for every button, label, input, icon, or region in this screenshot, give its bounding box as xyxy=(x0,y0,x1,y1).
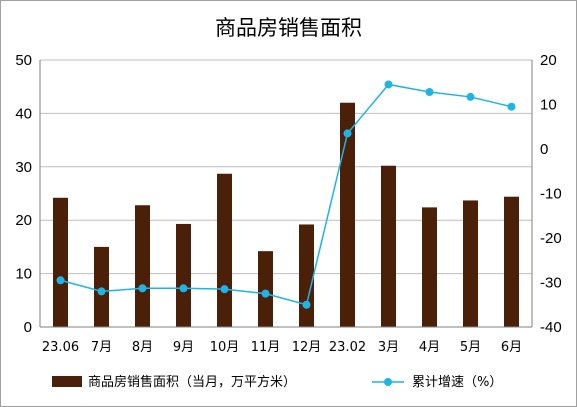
line-point xyxy=(466,92,475,101)
x-tick-label: 3月 xyxy=(378,340,399,355)
axes: 0 10 20 30 40 50 -40 -30 -20 -10 0 10 20 23.06 7月 8月 9月 1… xyxy=(15,52,561,355)
bar xyxy=(340,102,355,327)
line-point xyxy=(179,284,188,293)
bar xyxy=(422,207,437,327)
y-left-tick-label: 30 xyxy=(15,159,32,176)
bar xyxy=(463,200,478,327)
bar xyxy=(217,173,232,327)
line-point xyxy=(302,300,311,309)
legend-label-line: 累计增速（%） xyxy=(412,375,502,390)
bar xyxy=(176,223,191,327)
series-line xyxy=(60,83,512,306)
bar xyxy=(94,246,109,327)
y-left-tick-label: 10 xyxy=(15,266,32,283)
bar xyxy=(258,251,273,327)
y-right-tick-label: 0 xyxy=(540,141,548,158)
bar xyxy=(381,165,396,327)
line-series xyxy=(56,80,516,309)
line-point xyxy=(56,276,65,285)
y-left-tick-label: 50 xyxy=(15,52,32,69)
gridlines xyxy=(40,59,532,275)
y-left-tick-label: 20 xyxy=(15,212,32,229)
line-point xyxy=(97,287,106,296)
legend-swatch-bar xyxy=(52,376,82,387)
y-right-tick-label: 10 xyxy=(540,97,557,114)
bar-series xyxy=(53,102,519,327)
x-tick-label: 6月 xyxy=(501,340,522,355)
x-tick-label: 9月 xyxy=(173,340,194,355)
y-left-tick-label: 0 xyxy=(24,319,32,336)
y-right-tick-label: -30 xyxy=(540,275,562,292)
x-tick-label: 8月 xyxy=(132,340,153,355)
chart-title: 商品房销售面积 xyxy=(215,16,362,40)
line-point xyxy=(261,289,270,298)
y-right-tick-label: -10 xyxy=(540,186,562,203)
line-point xyxy=(425,88,434,97)
x-tick-label: 7月 xyxy=(91,340,112,355)
x-tick-label: 23.02 xyxy=(329,340,366,355)
y-right-tick-label: -40 xyxy=(540,319,562,336)
y-right-tick-label: 20 xyxy=(540,52,557,69)
x-tick-label: 12月 xyxy=(292,340,322,355)
legend-swatch-marker xyxy=(384,378,392,386)
line-point xyxy=(507,102,516,111)
bar xyxy=(299,224,314,327)
x-tick-label: 10月 xyxy=(210,340,240,355)
y-right-tick-label: -20 xyxy=(540,230,562,247)
line-point xyxy=(220,285,229,294)
x-tick-label: 5月 xyxy=(460,340,481,355)
x-tick-label: 11月 xyxy=(251,340,281,355)
legend-label-bar: 商品房销售面积（当月，万平方米） xyxy=(88,374,296,390)
x-tick-label: 4月 xyxy=(419,340,440,355)
bar xyxy=(53,197,68,327)
bar xyxy=(135,205,150,327)
line-point xyxy=(343,129,352,138)
y-left-tick-label: 40 xyxy=(15,105,32,122)
x-tick-label: 23.06 xyxy=(42,340,79,355)
line-point xyxy=(138,284,147,293)
legend: 商品房销售面积（当月，万平方米） 累计增速（%） xyxy=(52,374,502,390)
bar xyxy=(504,196,519,327)
line-point xyxy=(384,80,393,89)
